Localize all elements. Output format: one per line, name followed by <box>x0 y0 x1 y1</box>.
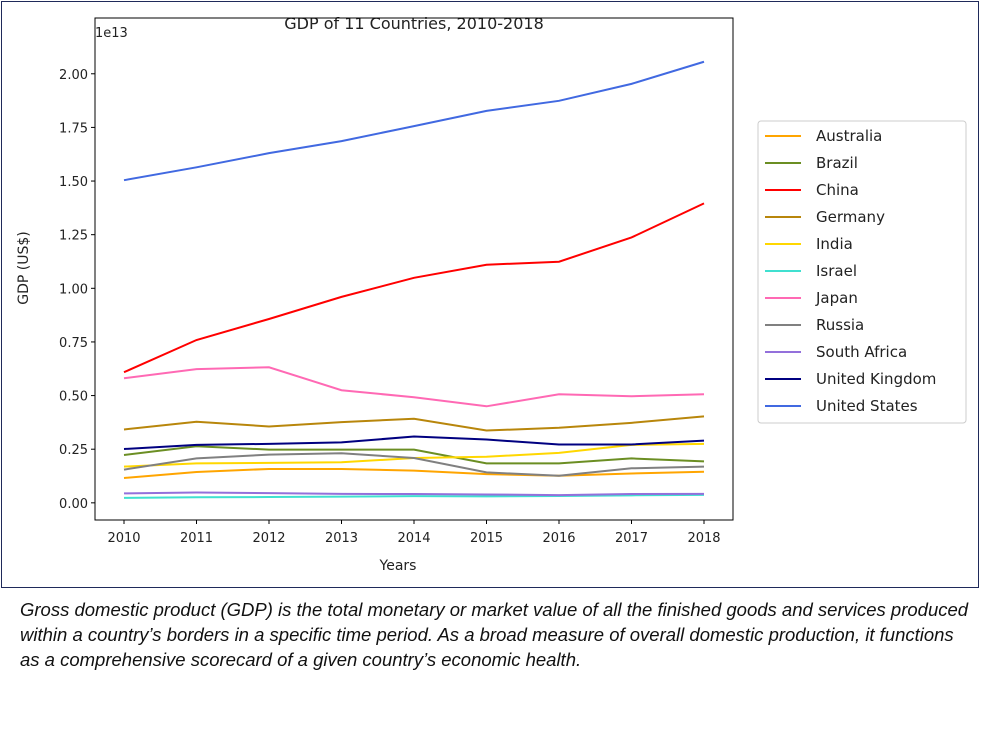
series-line-united-states <box>123 60 705 182</box>
x-tick-label: 2015 <box>470 531 503 546</box>
series-line-united-kingdom <box>123 435 705 450</box>
x-axis-label: Years <box>379 558 417 574</box>
legend-label: Australia <box>816 127 882 145</box>
caption: Gross domestic product (GDP) is the tota… <box>20 599 969 670</box>
x-tick-label: 2010 <box>107 531 140 546</box>
x-tick-label: 2014 <box>397 531 430 546</box>
series-line-japan <box>123 366 705 408</box>
x-tick-label: 2016 <box>542 531 575 546</box>
legend-label: United Kingdom <box>816 370 936 388</box>
x-tick-label: 2011 <box>180 531 213 546</box>
y-tick-label: 1.00 <box>59 282 88 297</box>
series-line-israel <box>123 493 705 499</box>
plot-area <box>94 17 734 521</box>
series-line-germany <box>123 415 705 432</box>
gdp-line-chart: GDP of 11 Countries, 2010-2018 1e13 Year… <box>16 14 967 574</box>
legend-label: Japan <box>815 289 858 307</box>
legend: Australia Brazil China Germany India Israel Ja… <box>757 120 967 424</box>
figure-frame <box>1 1 979 588</box>
x-tick-label: 2012 <box>252 531 285 546</box>
y-tick-label: 0.00 <box>59 497 88 512</box>
legend-label: United States <box>816 397 918 415</box>
legend-label: Germany <box>816 208 885 226</box>
x-tick-label: 2017 <box>615 531 648 546</box>
legend-label: India <box>816 235 853 253</box>
legend-label: Russia <box>816 316 864 334</box>
y-offset-label: 1e13 <box>95 26 128 41</box>
series-line-russia <box>123 452 705 477</box>
y-tick-label: 0.25 <box>59 443 88 458</box>
series-line-south-africa <box>123 491 705 497</box>
y-tick-label: 0.50 <box>59 390 88 405</box>
y-tick-label: 0.75 <box>59 336 88 351</box>
y-tick-label: 1.50 <box>59 175 88 190</box>
legend-box <box>757 120 967 424</box>
legend-label: China <box>816 181 859 199</box>
x-tick-label: 2018 <box>687 531 720 546</box>
series-line-brazil <box>123 445 705 465</box>
x-tick-label: 2013 <box>325 531 358 546</box>
series-line-china <box>123 202 705 374</box>
y-axis-label: GDP (US$) <box>16 231 32 305</box>
legend-label: Israel <box>816 262 857 280</box>
chart-title: GDP of 11 Countries, 2010-2018 <box>284 14 544 33</box>
legend-label: South Africa <box>816 343 907 361</box>
legend-label: Brazil <box>816 154 858 172</box>
series-line-australia <box>123 467 705 479</box>
y-tick-label: 1.25 <box>59 229 88 244</box>
y-tick-label: 2.00 <box>59 68 88 83</box>
y-tick-label: 1.75 <box>59 121 88 136</box>
